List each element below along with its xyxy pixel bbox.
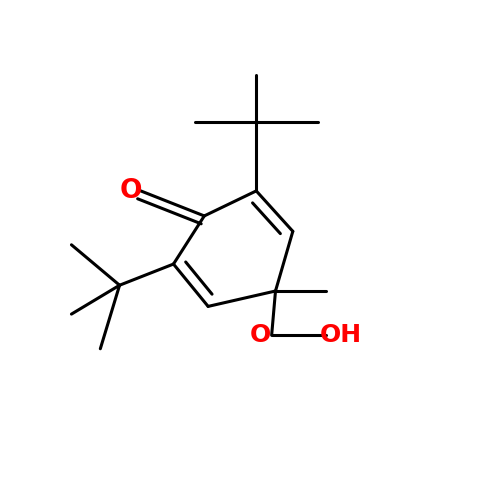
Text: O: O [120,178,142,204]
Text: O: O [250,324,270,347]
Text: OH: OH [320,324,362,347]
